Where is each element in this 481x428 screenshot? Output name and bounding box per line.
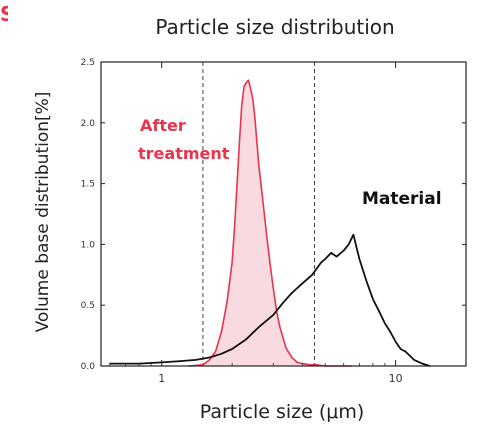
- data-point-after-treatment-1: [202, 364, 204, 366]
- y-tick-label-0: 0.0: [81, 362, 96, 372]
- data-point-after-treatment-27: [296, 361, 298, 363]
- data-point-after-treatment-2: [208, 359, 211, 361]
- data-point-material-31: [413, 359, 415, 361]
- y-tick-label-2: 1.0: [81, 240, 96, 250]
- data-point-material-16: [324, 258, 326, 260]
- data-point-material-18: [336, 256, 338, 258]
- data-point-material-17: [330, 252, 332, 254]
- y-tick-label-4: 2.0: [81, 119, 96, 129]
- data-point-after-treatment-14: [250, 88, 252, 90]
- annotation-after-line2: treatment: [138, 144, 230, 163]
- x-tick-label-0: 1: [158, 372, 165, 385]
- data-point-after-treatment-4: [220, 331, 222, 333]
- y-tick-label-1: 0.5: [81, 301, 95, 311]
- data-point-material-5: [208, 356, 211, 359]
- data-point-material-4: [195, 359, 197, 361]
- data-point-after-treatment-29: [309, 364, 311, 366]
- data-point-after-treatment-13: [247, 79, 250, 81]
- data-point-after-treatment-8: [236, 183, 238, 185]
- data-point-after-treatment-9: [238, 140, 241, 142]
- data-point-material-12: [291, 292, 293, 294]
- data-point-material-24: [372, 298, 374, 300]
- annotation-after-line1: After: [140, 116, 186, 135]
- data-point-after-treatment-24: [279, 326, 281, 328]
- data-point-after-treatment-26: [291, 356, 293, 359]
- corner-mark: S: [0, 2, 8, 26]
- data-point-after-treatment-11: [243, 85, 245, 87]
- data-point-material-7: [231, 348, 233, 350]
- y-tick-label-3: 1.5: [81, 180, 95, 190]
- data-point-after-treatment-15: [252, 97, 254, 100]
- data-point-material-6: [220, 353, 222, 355]
- data-point-after-treatment-20: [265, 231, 267, 233]
- data-point-material-21: [352, 234, 354, 236]
- series-fill-after-treatment: [188, 80, 352, 366]
- data-point-material-20: [348, 243, 350, 245]
- data-point-after-treatment-25: [285, 347, 287, 349]
- data-point-after-treatment-7: [234, 225, 236, 227]
- data-point-after-treatment-5: [226, 302, 228, 304]
- data-point-material-27: [389, 331, 391, 333]
- data-point-material-25: [378, 310, 380, 312]
- data-point-material-19: [343, 249, 345, 252]
- series-line-material: [109, 233, 431, 367]
- data-point-after-treatment-12: [245, 82, 247, 84]
- chart-title: Particle size distribution: [155, 15, 394, 39]
- data-point-after-treatment-6: [231, 262, 233, 264]
- data-point-material-13: [301, 282, 304, 284]
- series-line-after-treatment: [188, 79, 352, 367]
- data-point-after-treatment-30: [316, 364, 318, 366]
- y-tick-label-5: 2.5: [81, 58, 95, 68]
- data-point-after-treatment-21: [269, 262, 271, 264]
- data-point-material-26: [384, 322, 386, 324]
- data-point-material-3: [179, 360, 181, 362]
- data-point-material-30: [404, 350, 406, 352]
- data-point-after-treatment-3: [215, 350, 217, 352]
- x-axis-label: Particle size (μm): [200, 401, 365, 423]
- data-point-material-9: [258, 326, 260, 328]
- data-point-material-10: [272, 314, 274, 316]
- plot-frame: [100, 61, 467, 367]
- data-point-material-32: [421, 363, 423, 365]
- data-point-after-treatment-22: [272, 287, 274, 289]
- data-point-material-29: [400, 348, 402, 350]
- annotation-material: Material: [362, 189, 442, 209]
- data-point-after-treatment-18: [258, 164, 260, 166]
- data-point-after-treatment-16: [254, 116, 256, 118]
- plot-area: 0.0 0.5 1.0 1.5 2.0 2.5 1 10: [81, 58, 467, 385]
- data-point-material-23: [365, 280, 367, 282]
- y-axis-label: Volume base distribution[%]: [33, 92, 53, 333]
- data-point-material-22: [358, 258, 360, 260]
- data-point-material-8: [245, 338, 247, 340]
- x-tick-label-1: 10: [389, 372, 403, 385]
- data-point-material-15: [320, 262, 322, 264]
- data-point-after-treatment-19: [262, 197, 264, 199]
- data-point-material-14: [311, 274, 313, 276]
- data-point-after-treatment-10: [241, 104, 243, 106]
- data-point-material-11: [282, 302, 284, 304]
- data-point-material-28: [395, 341, 397, 343]
- data-point-after-treatment-17: [256, 140, 258, 142]
